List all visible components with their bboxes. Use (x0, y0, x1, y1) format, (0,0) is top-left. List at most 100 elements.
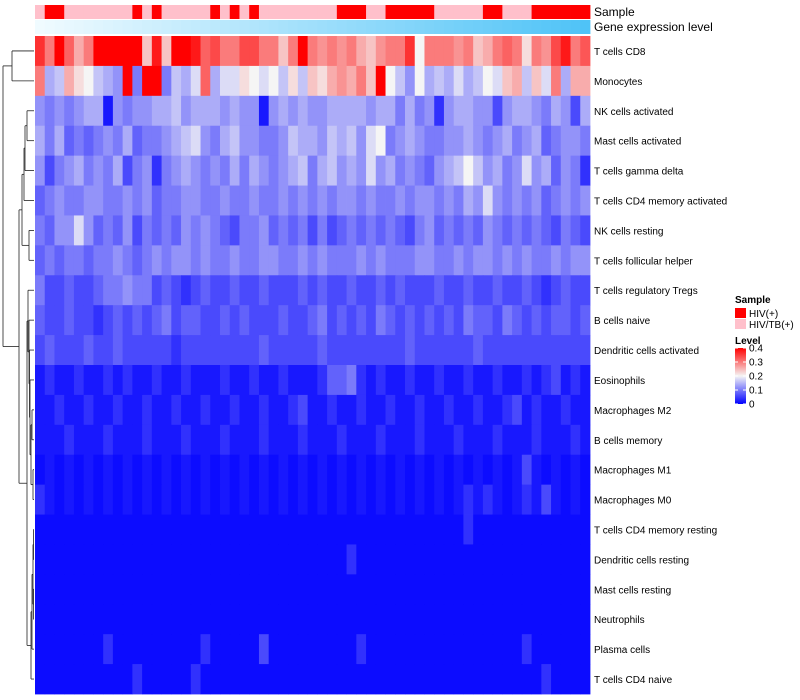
heatmap-cell (385, 305, 396, 336)
heatmap-cell (502, 95, 513, 127)
heatmap-cell (161, 424, 172, 456)
heatmap-cell (161, 454, 172, 486)
heatmap-cell (560, 125, 571, 157)
heatmap-cell (327, 125, 338, 157)
heatmap-cell (453, 424, 464, 456)
heatmap-cell (570, 95, 581, 127)
heatmap-cell (103, 36, 114, 67)
heatmap-cell (531, 36, 542, 67)
heatmap-cell (307, 215, 318, 246)
heatmap-cell (83, 664, 94, 695)
heatmap-cell (229, 365, 240, 396)
expression-annot-cell (502, 20, 513, 34)
heatmap-cell (531, 305, 542, 336)
heatmap-cell (385, 544, 396, 575)
heatmap-cell (521, 185, 532, 216)
expression-annot-cell (492, 20, 503, 34)
heatmap-cell (424, 424, 435, 456)
heatmap-cell (258, 634, 270, 665)
heatmap-cell (375, 245, 386, 276)
heatmap-cell (278, 36, 289, 67)
heatmap-cell (142, 215, 153, 246)
heatmap-cell (531, 245, 542, 276)
heatmap-cell (54, 155, 65, 186)
heatmap-cell (336, 604, 347, 635)
heatmap-cell (278, 185, 289, 216)
heatmap-cell (278, 245, 289, 276)
heatmap-cell (521, 574, 532, 605)
sample-annot-cell (405, 5, 416, 19)
expression-annot-cell (551, 20, 562, 34)
heatmap-cell (327, 394, 338, 426)
heatmap-cell (531, 65, 542, 97)
row-label: Macrophages M0 (594, 496, 672, 507)
heatmap-cell (210, 95, 221, 127)
heatmap-cell (200, 424, 211, 456)
heatmap-cell (297, 36, 309, 67)
heatmap-cell (541, 65, 552, 97)
heatmap-cell (249, 484, 260, 515)
heatmap-cell (151, 215, 162, 246)
sample-annot-cell (171, 5, 182, 19)
heatmap-cell (297, 484, 309, 515)
expression-annot-cell (93, 20, 104, 34)
heatmap-cell (551, 185, 562, 216)
heatmap-cell (512, 335, 523, 366)
heatmap-cell (356, 424, 367, 456)
heatmap-cell (482, 335, 494, 366)
heatmap-cell (200, 394, 211, 426)
heatmap-cell (122, 36, 133, 67)
heatmap-cell (142, 185, 153, 216)
sample-annot-cell (73, 5, 85, 19)
heatmap-cell (414, 664, 425, 695)
heatmap-cell (395, 65, 406, 97)
heatmap-cell (317, 215, 328, 246)
heatmap-cell (161, 604, 172, 635)
heatmap-cell (181, 125, 192, 157)
heatmap-cell (229, 514, 240, 545)
heatmap-cell (327, 95, 338, 127)
heatmap-cell (142, 335, 153, 366)
expression-annot-cell (161, 20, 172, 34)
heatmap-cell (346, 305, 357, 336)
heatmap-cell (307, 664, 318, 695)
heatmap-cell (405, 305, 416, 336)
heatmap-cell (473, 335, 484, 366)
heatmap-cell (551, 305, 562, 336)
heatmap-cell (570, 454, 581, 486)
heatmap-cell (210, 275, 221, 306)
heatmap-cell (103, 484, 114, 515)
heatmap-cell (502, 65, 513, 97)
heatmap-cell (570, 365, 581, 396)
heatmap-cell (288, 394, 299, 426)
heatmap-cell (112, 335, 124, 366)
heatmap-cell (297, 275, 309, 306)
heatmap-cell (336, 394, 347, 426)
sample-annot-cell (327, 5, 338, 19)
heatmap-cell (288, 65, 299, 97)
legend-tick-label: 0.2 (749, 372, 763, 383)
heatmap-cell (346, 365, 357, 396)
heatmap-cell (288, 454, 299, 486)
heatmap-cell (463, 664, 474, 695)
heatmap-cell (220, 365, 231, 396)
heatmap-cell (132, 394, 143, 426)
heatmap-cell (560, 664, 571, 695)
heatmap-cell (570, 245, 581, 276)
heatmap-cell (482, 125, 494, 157)
heatmap-cell (424, 454, 435, 486)
heatmap-cell (278, 155, 289, 186)
heatmap-cell (395, 574, 406, 605)
heatmap-cell (366, 245, 377, 276)
heatmap-cell (541, 155, 552, 186)
sample-annotation-bar (35, 5, 591, 19)
heatmap-cell (44, 365, 55, 396)
heatmap-cell (560, 215, 571, 246)
row-label: B cells naive (594, 316, 651, 327)
heatmap-cell (570, 394, 581, 426)
sample-annot-cell (288, 5, 299, 19)
heatmap-cell (122, 305, 133, 336)
heatmap-cell (288, 424, 299, 456)
heatmap-cell (54, 424, 65, 456)
heatmap-cell (502, 484, 513, 515)
